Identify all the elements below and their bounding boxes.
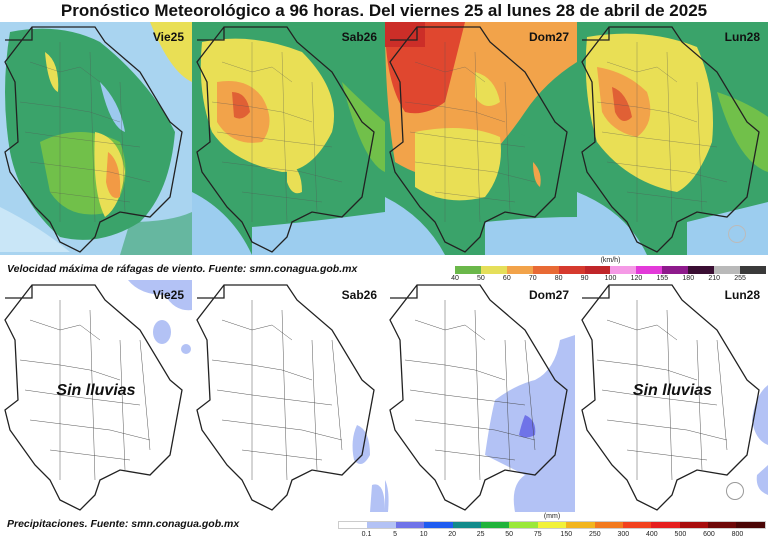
day-label: Dom27 <box>528 288 569 302</box>
legend-ticks: 40 50 60 70 80 90 100 120 155 180 210 255 <box>451 275 766 284</box>
wind-forecast-row: Vie25 Sab26 <box>0 22 768 255</box>
wind-caption: Velocidad máxima de ráfagas de viento. F… <box>7 263 358 275</box>
precip-map-graphic <box>577 280 768 512</box>
wind-map-graphic <box>385 22 577 255</box>
legend-tick-label: 800 <box>731 531 744 538</box>
legend-tick-label: 500 <box>674 531 687 538</box>
legend-tick-label: 300 <box>617 531 630 538</box>
precip-legend: (mm) 0.1 5 10 20 25 50 75 150 250 300 400 500 600 800 <box>338 513 766 539</box>
legend-tick-label: 10 <box>419 531 428 538</box>
legend-tick-label: 20 <box>448 531 457 538</box>
legend-swatch <box>610 266 637 274</box>
legend-tick-label: 180 <box>682 275 695 282</box>
legend-tick-label: 150 <box>560 531 573 538</box>
legend-swatch <box>688 266 715 274</box>
legend-swatch <box>708 522 737 528</box>
legend-swatch <box>509 522 538 528</box>
smn-logo-icon <box>728 225 746 243</box>
legend-unit: (mm) <box>543 513 561 520</box>
legend-tick-label: 5 <box>393 531 398 538</box>
legend-tick-label: 400 <box>646 531 658 538</box>
legend-tick-label: 600 <box>703 531 715 538</box>
day-label: Vie25 <box>152 288 184 302</box>
legend-swatch <box>480 266 507 274</box>
legend-swatch <box>558 266 585 274</box>
legend-swatch <box>566 522 595 528</box>
legend-swatch <box>395 522 425 528</box>
legend-tick-label: 75 <box>533 531 542 538</box>
precip-map-vie25: Vie25 Sin lluvias <box>0 280 192 512</box>
legend-swatch <box>480 522 510 528</box>
legend-swatch <box>594 522 623 528</box>
legend-swatch <box>622 522 652 528</box>
wind-map-graphic <box>192 22 385 255</box>
wind-map-vie25: Vie25 <box>0 22 192 255</box>
legend-swatch <box>339 522 368 528</box>
legend-swatch <box>662 266 689 274</box>
legend-tick-label: 90 <box>580 275 589 282</box>
legend-swatch <box>506 266 533 274</box>
wind-map-sab26: Sab26 <box>192 22 385 255</box>
legend-swatch <box>584 266 611 274</box>
day-label: Vie25 <box>152 30 184 44</box>
legend-colorbar <box>338 521 766 529</box>
legend-tick-label: 155 <box>656 275 669 282</box>
day-label: Sab26 <box>341 288 377 302</box>
legend-swatch <box>636 266 663 274</box>
legend-tick-label: 70 <box>528 275 537 282</box>
legend-unit: (km/h) <box>600 257 621 264</box>
precip-map-graphic <box>385 280 577 512</box>
legend-ticks: 0.1 5 10 20 25 50 75 150 250 300 400 500 600 800 <box>338 531 766 540</box>
legend-tick-label: 60 <box>502 275 511 282</box>
legend-swatch <box>714 266 740 274</box>
no-rain-label: Sin lluvias <box>632 382 713 400</box>
wind-legend: (km/h) 40 50 60 70 80 90 100 120 155 180 210 255 <box>451 257 766 282</box>
legend-tick-label: 250 <box>588 531 601 538</box>
legend-swatch <box>424 522 453 528</box>
legend-swatch <box>532 266 559 274</box>
legend-swatch <box>679 522 709 528</box>
day-label: Lun28 <box>724 30 760 44</box>
precip-map-graphic <box>192 280 385 512</box>
legend-swatch <box>736 522 765 528</box>
legend-tick-label: 0.1 <box>361 531 372 538</box>
wind-map-dom27: Dom27 <box>385 22 577 255</box>
legend-tick-label: 40 <box>451 275 459 282</box>
precip-map-lun28: Lun28 Sin lluvias <box>577 280 768 512</box>
day-label: Lun28 <box>724 288 760 302</box>
legend-swatch <box>651 522 680 528</box>
legend-tick-label: 255 <box>734 275 746 282</box>
legend-tick-label: 25 <box>476 531 485 538</box>
precip-map-sab26: Sab26 <box>192 280 385 512</box>
page-title: Pronóstico Meteorológico a 96 horas. Del… <box>60 1 708 20</box>
wind-map-lun28: Lun28 <box>577 22 768 255</box>
precip-map-graphic <box>0 280 192 512</box>
smn-logo-icon <box>726 482 744 500</box>
legend-colorbar <box>455 266 766 274</box>
day-label: Dom27 <box>528 30 569 44</box>
no-rain-label: Sin lluvias <box>56 382 136 400</box>
legend-swatch <box>452 522 481 528</box>
wind-map-graphic <box>0 22 192 255</box>
legend-tick-label: 120 <box>630 275 643 282</box>
wind-map-graphic <box>577 22 768 255</box>
legend-tick-label: 80 <box>554 275 563 282</box>
precip-caption: Precipitaciones. Fuente: smn.conagua.gob… <box>7 518 240 530</box>
legend-swatch <box>739 266 766 274</box>
legend-tick-label: 100 <box>604 275 617 282</box>
precip-map-dom27: Dom27 <box>385 280 577 512</box>
legend-swatch <box>367 522 396 528</box>
legend-tick-label: 210 <box>708 275 720 282</box>
day-label: Sab26 <box>341 30 377 44</box>
legend-tick-label: 50 <box>477 275 485 282</box>
legend-swatch <box>455 266 481 274</box>
legend-swatch <box>537 522 567 528</box>
legend-tick-label: 50 <box>505 531 514 538</box>
precip-forecast-row: Vie25 Sin lluvias Sab26 Dom27 <box>0 280 768 512</box>
